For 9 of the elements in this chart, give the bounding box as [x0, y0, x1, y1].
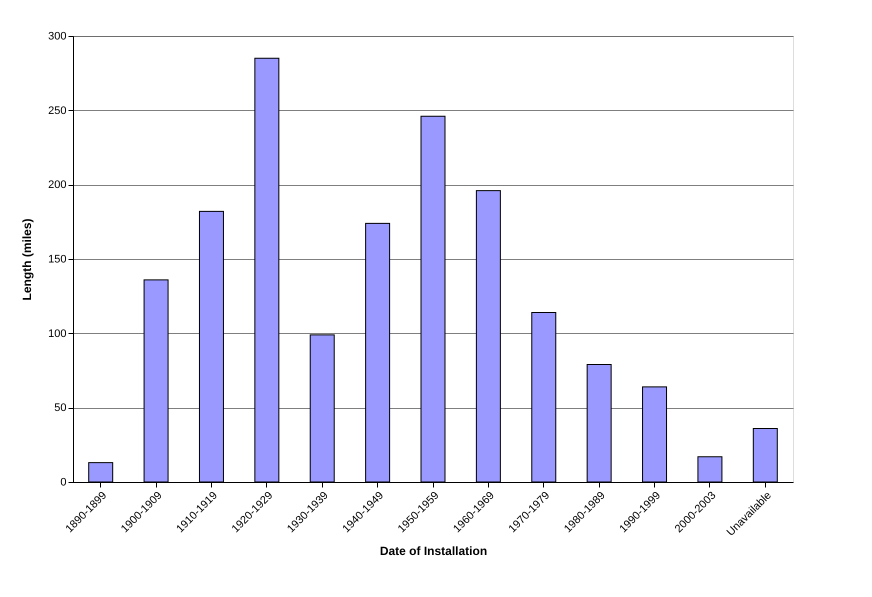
y-tick-label: 300 — [48, 30, 66, 42]
y-axis-title: Length (miles) — [20, 218, 34, 301]
y-tick-label: 150 — [48, 254, 66, 266]
y-tick-label: 0 — [60, 476, 66, 488]
x-axis-title: Date of Installation — [380, 544, 488, 558]
y-tick-label: 200 — [48, 179, 66, 192]
y-tick-label: 250 — [48, 104, 66, 117]
y-tick-label: 50 — [54, 402, 66, 414]
y-tick-label: 100 — [48, 328, 66, 340]
